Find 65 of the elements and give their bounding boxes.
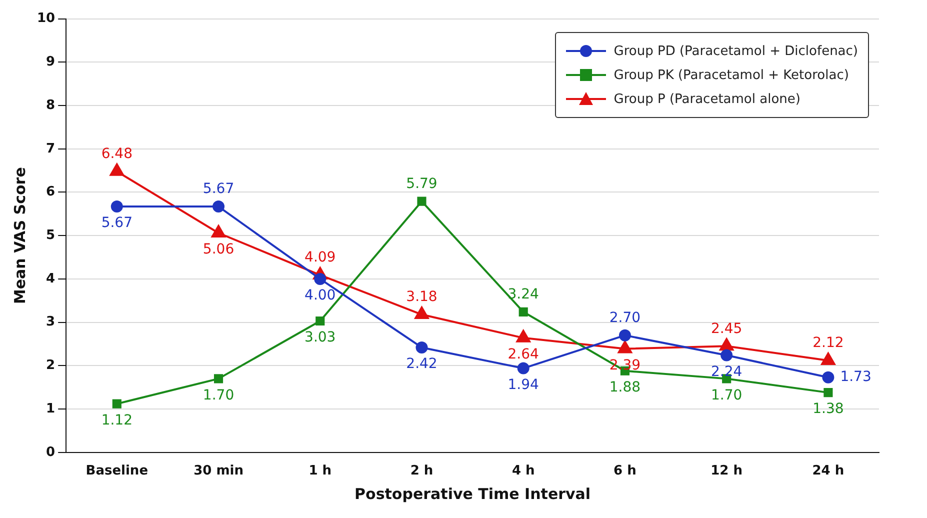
data-label: 2.64: [508, 346, 540, 363]
data-label: 6.48: [101, 146, 132, 162]
data-label: 3.24: [508, 286, 540, 303]
legend-label: Group PD (Paracetamol + Diclofenac): [614, 44, 858, 58]
x-axis-title: Postoperative Time Interval: [354, 484, 591, 503]
data-label: 5.67: [202, 181, 234, 198]
y-tick-label: 9: [46, 54, 56, 70]
x-tick-label: 12 h: [710, 464, 743, 479]
point: [316, 316, 325, 326]
y-tick-label: 5: [46, 228, 56, 243]
data-label: 5.67: [101, 215, 132, 232]
point: [211, 225, 226, 238]
point: [720, 349, 733, 362]
point: [212, 200, 225, 213]
data-label: 1.88: [609, 380, 641, 396]
y-tick-label: 8: [46, 98, 56, 113]
data-label: 1.94: [508, 376, 540, 393]
x-tick-label: 2 h: [410, 464, 434, 479]
point: [110, 163, 124, 176]
point: [110, 200, 123, 213]
legend-label: Group P (Paracetamol alone): [614, 92, 800, 106]
data-label: 1.70: [710, 387, 742, 404]
data-label: 2.12: [812, 335, 844, 352]
point: [112, 399, 122, 408]
y-tick-label: 10: [36, 11, 56, 26]
y-tick-label: 4: [46, 271, 56, 286]
y-tick-label: 3: [46, 314, 56, 330]
y-tick-label: 0: [46, 444, 56, 460]
data-label: 4.00: [304, 288, 336, 304]
legend-label: Group PK (Paracetamol + Ketorolac): [614, 68, 849, 82]
x-tick-label: 30 min: [194, 464, 244, 479]
data-label: 4.09: [304, 250, 336, 266]
point: [824, 388, 833, 398]
data-label: 3.18: [406, 289, 438, 306]
data-label: 1.70: [202, 387, 234, 404]
x-tick-label: 1 h: [308, 464, 332, 479]
point: [414, 306, 429, 320]
data-label: 2.42: [406, 356, 438, 372]
point: [822, 371, 834, 384]
point: [517, 362, 530, 374]
data-label: 2.24: [710, 364, 742, 380]
y-tick-label: 6: [46, 184, 56, 200]
y-axis-title: Mean VAS Score: [10, 167, 29, 304]
point: [214, 374, 224, 384]
x-tick-label: 4 h: [512, 464, 535, 479]
data-label: 2.70: [609, 310, 641, 326]
data-label: 2.45: [710, 320, 742, 337]
point: [618, 340, 632, 354]
y-tick-label: 2: [46, 358, 56, 374]
data-label: 5.06: [202, 242, 234, 258]
data-label: 3.03: [304, 330, 336, 346]
point: [416, 341, 428, 354]
point: [417, 196, 426, 206]
y-tick-label: 1: [46, 401, 56, 416]
point: [720, 338, 734, 351]
data-label: 5.79: [406, 176, 438, 192]
y-tick-label: 7: [46, 141, 56, 156]
data-label: 1.73: [840, 369, 872, 386]
x-tick-label: 6 h: [614, 464, 636, 479]
x-tick-label: 24 h: [812, 464, 844, 479]
point: [518, 307, 528, 316]
data-label: 1.38: [812, 401, 844, 418]
point: [618, 329, 631, 342]
data-label: 1.12: [101, 412, 132, 428]
x-tick-label: Baseline: [86, 464, 148, 479]
